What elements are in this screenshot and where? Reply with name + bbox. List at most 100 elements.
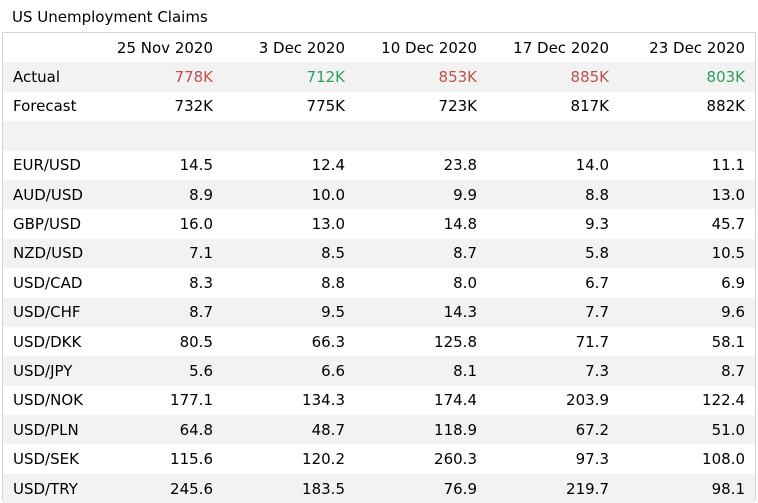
pair-value: 8.1 [351, 356, 483, 386]
pair-value: 5.6 [99, 356, 219, 386]
pair-value: 120.2 [302, 450, 345, 469]
spacer-cell [3, 121, 99, 151]
pair-value: 219.7 [483, 473, 615, 503]
pair-value: 9.6 [615, 297, 755, 327]
pair-value: 7.7 [483, 297, 615, 327]
actual-value: 853K [351, 62, 483, 92]
pair-value: 9.3 [585, 215, 609, 234]
pair-value: 12.4 [311, 156, 345, 175]
pair-label: USD/DKK [13, 332, 82, 351]
pair-value: 203.9 [566, 391, 609, 410]
pair-value: 14.3 [351, 297, 483, 327]
pair-row: AUD/USD 8.9 10.0 9.9 8.8 13.0 [3, 179, 755, 210]
pair-value: 8.7 [99, 297, 219, 327]
pair-value: 6.6 [219, 356, 351, 386]
pair-row: EUR/USD 14.5 12.4 23.8 14.0 11.1 [3, 151, 755, 180]
actual-value: 712K [219, 62, 351, 92]
pair-value: 6.9 [721, 273, 745, 292]
pair-value: 7.3 [483, 356, 615, 386]
pair-row: USD/TRY 245.6 183.5 76.9 219.7 98.1 [3, 473, 755, 503]
pair-label: USD/NOK [13, 391, 83, 410]
pair-value: 118.9 [351, 415, 483, 445]
pair-row: USD/DKK 80.5 66.3 125.8 71.7 58.1 [3, 327, 755, 356]
spacer-cell [483, 121, 615, 151]
pair-row: USD/JPY 5.6 6.6 8.1 7.3 8.7 [3, 356, 755, 386]
pair-value: 14.8 [443, 215, 477, 234]
pair-value: 8.7 [615, 356, 755, 386]
pair-value: 97.3 [575, 450, 609, 469]
pair-value: 51.0 [615, 415, 755, 445]
column-header: 23 Dec 2020 [649, 38, 745, 57]
forecast-row: Forecast 732K 775K 723K 817K 882K [3, 92, 755, 121]
pair-value: 8.3 [189, 273, 213, 292]
pair-value: 13.0 [615, 179, 755, 210]
pair-label: GBP/USD [13, 215, 82, 234]
pair-value: 80.5 [179, 332, 213, 351]
header-row: 25 Nov 2020 3 Dec 2020 10 Dec 2020 17 De… [3, 33, 755, 62]
actual-value: 778K [99, 62, 219, 92]
pair-value: 76.9 [351, 473, 483, 503]
pair-value: 14.5 [179, 156, 213, 175]
pair-value: 67.2 [483, 415, 615, 445]
pair-value: 9.5 [219, 297, 351, 327]
pair-label: NZD/USD [3, 238, 99, 269]
pair-label: USD/JPY [3, 356, 99, 386]
pair-value: 8.0 [453, 273, 477, 292]
pair-value: 260.3 [434, 450, 477, 469]
column-header: 3 Dec 2020 [258, 38, 345, 57]
spacer-cell [615, 121, 755, 151]
row-label: Forecast [13, 97, 77, 116]
pair-label: EUR/USD [13, 156, 81, 175]
pair-label: USD/SEK [13, 450, 79, 469]
pair-label: AUD/USD [3, 179, 99, 210]
actual-row: Actual 778K 712K 853K 885K 803K [3, 62, 755, 92]
data-table: 25 Nov 2020 3 Dec 2020 10 Dec 2020 17 De… [2, 32, 756, 503]
pair-value: 8.9 [99, 179, 219, 210]
pair-value: 8.7 [351, 238, 483, 269]
pair-row: USD/CHF 8.7 9.5 14.3 7.7 9.6 [3, 297, 755, 327]
pair-value: 66.3 [311, 332, 345, 351]
pair-value: 108.0 [702, 450, 745, 469]
pair-row: USD/PLN 64.8 48.7 118.9 67.2 51.0 [3, 415, 755, 445]
pair-value: 8.8 [483, 179, 615, 210]
pair-label: USD/CAD [13, 273, 83, 292]
forecast-value: 882K [706, 97, 745, 116]
pair-value: 174.4 [434, 391, 477, 410]
actual-value: 803K [615, 62, 755, 92]
pair-value: 14.0 [575, 156, 609, 175]
pair-value: 8.5 [219, 238, 351, 269]
column-header: 17 Dec 2020 [513, 38, 609, 57]
pair-value: 134.3 [302, 391, 345, 410]
corner-cell [3, 33, 99, 62]
pair-value: 9.9 [351, 179, 483, 210]
pair-value: 10.5 [615, 238, 755, 269]
table-title: US Unemployment Claims [12, 8, 208, 26]
pair-row: USD/CAD 8.3 8.8 8.0 6.7 6.9 [3, 268, 755, 297]
pair-label: USD/TRY [3, 473, 99, 503]
pair-value: 183.5 [219, 473, 351, 503]
forecast-value: 732K [174, 97, 213, 116]
spacer-cell [219, 121, 351, 151]
pair-row: USD/NOK 177.1 134.3 174.4 203.9 122.4 [3, 386, 755, 415]
pair-row: GBP/USD 16.0 13.0 14.8 9.3 45.7 [3, 209, 755, 238]
pair-value: 8.8 [321, 273, 345, 292]
pair-value: 16.0 [179, 215, 213, 234]
forecast-value: 723K [438, 97, 477, 116]
pair-value: 98.1 [615, 473, 755, 503]
spacer-row [3, 121, 755, 151]
pair-value: 45.7 [711, 215, 745, 234]
forecast-value: 817K [570, 97, 609, 116]
pair-label: USD/CHF [3, 297, 99, 327]
pair-value: 23.8 [443, 156, 477, 175]
pair-value: 122.4 [702, 391, 745, 410]
column-header: 25 Nov 2020 [116, 38, 213, 57]
spacer-cell [99, 121, 219, 151]
pair-value: 11.1 [711, 156, 745, 175]
pair-row: NZD/USD 7.1 8.5 8.7 5.8 10.5 [3, 238, 755, 269]
pair-value: 245.6 [99, 473, 219, 503]
pair-value: 115.6 [170, 450, 213, 469]
pair-label: USD/PLN [3, 415, 99, 445]
pair-value: 10.0 [219, 179, 351, 210]
pair-value: 64.8 [99, 415, 219, 445]
pair-value: 58.1 [711, 332, 745, 351]
